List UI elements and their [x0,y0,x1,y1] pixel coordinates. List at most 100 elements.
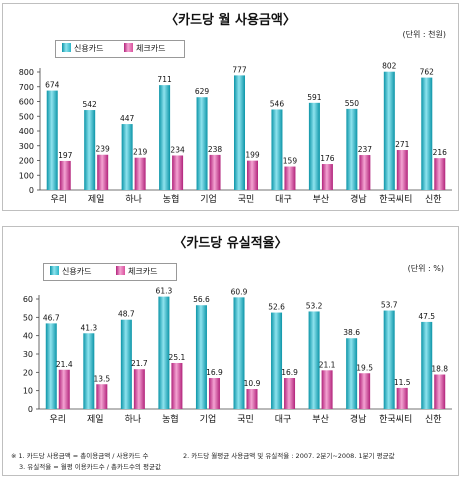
x-tick-label: 우리 [49,414,66,425]
data-label-check: 159 [283,157,298,166]
bar-credit [120,319,132,409]
data-label-check: 219 [133,148,148,157]
bar-check [172,155,184,190]
data-label-credit: 41.3 [80,323,97,332]
data-label-check: 25.1 [169,353,186,362]
data-label-check: 18.8 [431,365,448,374]
data-label-credit: 56.6 [193,295,210,304]
bar-credit [271,109,283,190]
x-tick-label: 농협 [162,413,179,425]
y-tick-label: 0 [28,405,33,414]
bar-credit [383,71,395,190]
bar-check [434,158,446,190]
bar-check [133,369,145,409]
x-tick-label: 신한 [425,414,442,425]
ratio-bar-chart: 0 10 20 30 40 50 60 우리 46.7 21.4 제일 41.3 13.5 하나 48.7 2… [23,287,452,425]
data-label-credit: 38.6 [343,328,360,337]
legend-item-check: 체크카드 [116,266,157,278]
data-label-credit: 447 [120,114,135,123]
legend-label-credit: 신용카드 [62,267,92,276]
unit-label: (단위 : 천원) [402,30,446,39]
bar-credit [121,124,133,190]
bar-credit [195,305,207,409]
legend-label-check: 체크카드 [128,267,158,276]
footnote-1b: 2. 카드당 월평균 사용금액 및 유실적율 : 2007. 2분기~2008.… [183,452,395,460]
bar-check [208,378,220,409]
y-tick-label: 30 [23,350,33,359]
x-tick-label: 제일 [87,414,104,425]
bar-check [359,155,371,190]
data-label-check: 16.9 [281,368,298,377]
bar-check [58,369,70,409]
bar-check [171,362,183,409]
bar-check [247,160,258,190]
data-label-credit: 674 [45,81,60,90]
y-tick-label: 50 [23,313,33,322]
usage-bar-chart: 0 100 200 300 400 500 600 700 800 우리 674 197 제일 542 23… [19,62,452,205]
data-label-check: 239 [96,145,111,154]
bar-credit [196,97,208,190]
x-tick-label: 국민 [238,194,255,205]
footnote-2: 3. 유실적율 = 월평 이용카드수 / 총카드수의 평균값 [19,463,161,471]
bar-check [321,370,333,409]
chart-title: 〈카드당 유실적율〉 [173,236,288,251]
data-label-credit: 629 [195,87,210,96]
data-label-check: 11.5 [394,378,411,387]
x-tick-label: 경남 [350,413,367,425]
legend-label-check: 체크카드 [136,44,166,53]
bar-credit [234,75,245,190]
bar-check [96,384,108,409]
bar-check [246,389,258,409]
y-tick-label: 700 [19,83,34,92]
bar-credit [233,297,245,409]
bar-check [396,150,408,190]
legend-item-credit: 신용카드 [62,43,103,55]
data-label-credit: 48.7 [118,310,135,319]
x-tick-label: 기업 [200,194,217,205]
footnote-1a: ※ 1. 카드당 사용금액 = 총이용금액 / 사용카드 수 [11,452,149,460]
legend-label-credit: 신용카드 [74,44,104,53]
chart-legend: 신용카드 체크카드 [43,263,177,281]
data-label-check: 197 [58,151,73,160]
bar-credit [84,110,96,190]
bar-check [284,166,296,190]
bar-credit [158,296,170,409]
data-label-check: 16.9 [206,368,223,377]
data-label-check: 21.7 [131,359,148,368]
bar-credit [308,311,320,409]
x-tick-label: 경남 [350,193,367,205]
data-label-check: 216 [433,148,448,157]
bar-credit [308,102,320,190]
data-label-credit: 60.9 [231,287,248,296]
bar-credit [383,310,395,409]
bar-credit [83,333,95,409]
legend-swatch-credit [50,266,59,275]
y-tick-label: 400 [19,127,34,136]
data-label-check: 238 [208,145,223,154]
y-tick-label: 600 [19,98,34,107]
legend-item-check: 체크카드 [124,43,165,55]
x-tick-label: 부산 [312,414,329,425]
y-tick-label: 100 [19,171,34,180]
y-tick-label: 0 [29,186,34,195]
legend-swatch-credit [62,43,71,52]
bar-check [209,154,221,190]
x-tick-label: 부산 [313,194,330,205]
chart-title: 〈카드당 월 사용금액〉 [165,13,296,28]
x-tick-label: 기업 [200,414,217,425]
data-label-credit: 46.7 [43,313,60,322]
bar-credit [346,338,358,409]
x-tick-label: 우리 [50,194,67,205]
data-label-credit: 777 [232,65,247,74]
bar-check [284,378,296,409]
bar-check [396,387,408,409]
bar-check [359,373,371,409]
bar-credit [46,90,58,190]
data-label-credit: 61.3 [156,287,173,296]
unit-label: (단위 : %) [407,264,444,273]
bar-check [321,164,333,190]
x-tick-label: 한국씨티 [379,414,412,425]
chart-legend: 신용카드 체크카드 [55,40,185,58]
y-tick-label: 60 [23,295,33,304]
y-tick-label: 40 [23,332,33,341]
